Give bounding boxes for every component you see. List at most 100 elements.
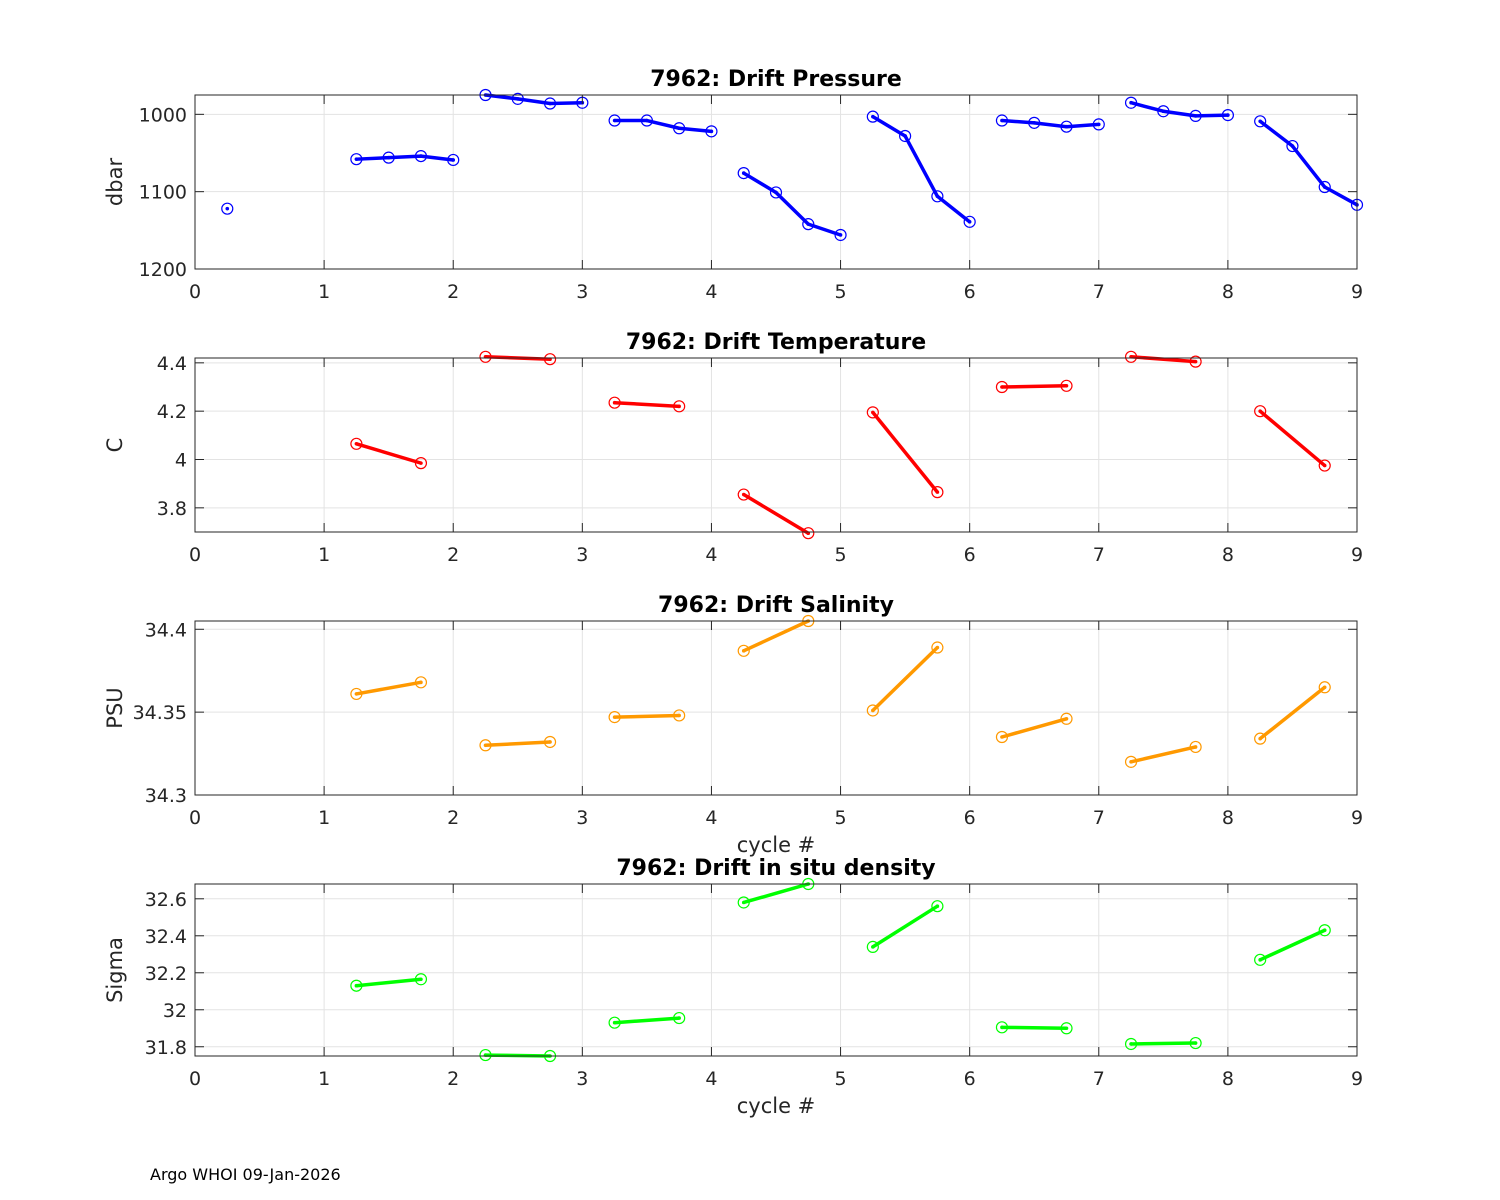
series-line-segment <box>742 493 810 535</box>
data-point-dot <box>1258 119 1262 124</box>
x-tick-label: 8 <box>1222 544 1234 566</box>
x-tick-label: 1 <box>318 544 330 566</box>
data-point-marker <box>350 687 363 701</box>
x-tick-label: 2 <box>447 544 459 566</box>
data-point-marker <box>737 488 750 501</box>
data-point-marker <box>1060 1022 1073 1035</box>
data-point-marker <box>931 486 944 499</box>
series-line-segment <box>1259 928 1326 962</box>
data-point-marker <box>414 149 428 163</box>
data-point-dot <box>225 206 230 211</box>
data-point-dot <box>1322 685 1327 690</box>
x-tick-label: 9 <box>1351 807 1363 829</box>
data-point-dot <box>935 490 940 494</box>
x-tick-label: 2 <box>447 807 459 829</box>
data-point-marker <box>414 973 428 986</box>
x-tick-label: 5 <box>835 1068 847 1090</box>
x-tick-label: 9 <box>1351 281 1363 303</box>
x-tick-label: 3 <box>576 807 588 829</box>
data-point-dot <box>774 190 778 195</box>
series-line-segment <box>742 171 842 237</box>
series-line-segment <box>356 154 454 162</box>
y-tick-label: 34.35 <box>133 702 187 724</box>
data-point-marker <box>866 110 879 123</box>
series-line-segment <box>356 977 422 988</box>
data-point-marker <box>995 380 1009 394</box>
data-point-dot <box>354 441 359 446</box>
data-point-dot <box>1193 1041 1198 1045</box>
data-point-dot <box>1096 122 1101 127</box>
series-line-segment <box>1259 119 1358 207</box>
footer-text: Argo WHOI 09-Jan-2026 <box>150 1165 341 1184</box>
y-tick-label: 4.2 <box>157 401 187 423</box>
data-point-dot <box>1258 958 1262 962</box>
data-point-marker <box>511 92 524 105</box>
axes-box <box>194 94 1358 270</box>
data-point-dot <box>1000 385 1004 389</box>
axes-box <box>194 883 1358 1057</box>
y-tick-label: 4.4 <box>157 353 187 375</box>
x-tick-label: 0 <box>189 1068 201 1090</box>
subplot-2: 0 1 2 3 4 5 6 7 8 9 3.8 4 4.2 4.4 7962: Drift Temperat… <box>103 330 1363 566</box>
data-layer <box>350 614 1331 768</box>
data-point-marker <box>866 940 879 953</box>
data-point-marker <box>350 979 363 992</box>
data-point-marker <box>1124 350 1138 363</box>
subplot-4: 0 1 2 3 4 5 6 7 8 9 31.8 32 32.2 32.4 32.6 7962: Drift … <box>103 856 1363 1118</box>
data-layer <box>350 350 1331 540</box>
data-point-dot <box>386 155 391 160</box>
data-point-marker <box>1124 1037 1138 1051</box>
data-point-dot <box>1064 124 1069 129</box>
series-line-segment <box>1001 717 1067 739</box>
series-line-segment <box>355 442 422 465</box>
data-point-marker <box>1060 379 1073 392</box>
data-point-dot <box>1258 736 1262 741</box>
data-point-dot <box>1064 1026 1069 1031</box>
data-point-dot <box>741 492 746 497</box>
data-point-dot <box>871 945 875 949</box>
series-line-segment <box>614 713 680 719</box>
x-tick-label: 7 <box>1093 281 1105 303</box>
data-point-marker <box>963 215 976 228</box>
y-tick-label: 34.4 <box>145 619 187 641</box>
data-point-dot <box>419 977 423 982</box>
data-point-marker <box>1124 755 1138 768</box>
series-line-segment <box>871 115 971 224</box>
x-tick-label: 3 <box>576 544 588 566</box>
data-point-dot <box>1064 716 1069 721</box>
data-point-dot <box>935 194 940 199</box>
data-point-dot <box>871 708 875 713</box>
data-point-marker <box>1318 924 1331 937</box>
data-point-dot <box>677 404 681 409</box>
y-tick-label: 32.6 <box>145 889 187 911</box>
data-point-dot <box>1322 928 1327 933</box>
data-point-marker <box>995 114 1009 127</box>
series-line-segment <box>485 93 583 106</box>
data-point-dot <box>677 1016 681 1020</box>
x-tick-label: 0 <box>189 807 201 829</box>
data-point-dot <box>483 743 488 748</box>
data-point-marker <box>1124 96 1138 109</box>
x-tick-label: 9 <box>1351 544 1363 566</box>
data-point-marker <box>350 153 363 166</box>
x-tick-label: 2 <box>447 281 459 303</box>
data-layer <box>221 88 1364 242</box>
data-point-dot <box>741 171 746 175</box>
series-line-segment <box>871 904 939 949</box>
y-tick-label: 32.4 <box>145 926 187 948</box>
data-point-dot <box>1000 735 1004 739</box>
data-point-marker <box>931 900 944 913</box>
data-point-dot <box>419 461 423 465</box>
axes-box <box>194 357 1358 533</box>
data-point-marker <box>705 125 718 138</box>
data-point-dot <box>1129 760 1133 764</box>
data-point-marker <box>673 709 686 722</box>
data-point-marker <box>479 739 492 752</box>
data-point-marker <box>543 97 557 110</box>
x-tick-label: 8 <box>1222 281 1234 303</box>
data-point-dot <box>709 129 714 134</box>
x-tick-label: 6 <box>964 281 976 303</box>
data-point-dot <box>515 97 520 101</box>
y-tick-label: 32 <box>163 1000 187 1022</box>
data-point-marker <box>673 400 686 413</box>
